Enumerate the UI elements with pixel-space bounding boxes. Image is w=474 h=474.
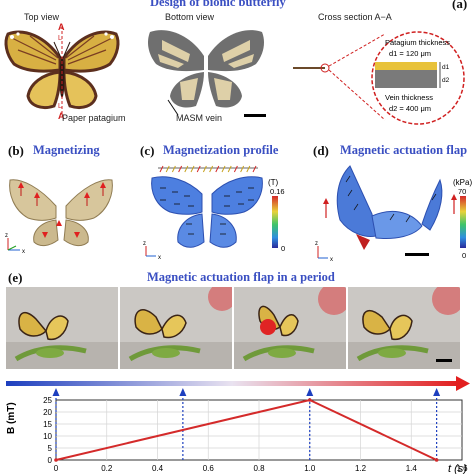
b-field-point (434, 458, 439, 462)
d-scale-max: 70 (458, 187, 466, 196)
panel-b-letter: (b) (8, 143, 24, 158)
magnetization-arrow (178, 165, 183, 173)
axis-triad-d: z x (315, 241, 333, 263)
y-tick-label: 5 (48, 444, 53, 453)
magnetization-arrow (209, 165, 214, 173)
y-tick-label: 0 (48, 456, 53, 465)
magnetization-arrow (240, 165, 245, 173)
x-tick-label: 1.2 (355, 464, 367, 473)
top-view-butterfly: A L L A (4, 22, 120, 120)
c-scale-max: 0.16 (270, 187, 285, 196)
frame-marker-triangle (433, 388, 441, 396)
magnetization-arrow (165, 165, 170, 173)
d2-tag: d2 (442, 77, 450, 84)
c-unit: (T) (268, 178, 279, 187)
bottom-view-label: Bottom view (165, 12, 215, 22)
panel-c-letter: (c) (140, 143, 155, 158)
flap-frame-1 (6, 287, 118, 369)
magnetizing-diagram: z x (5, 179, 113, 255)
magnetization-arrow (246, 165, 251, 173)
panel-d-title: Magnetic actuation flap (340, 143, 468, 157)
section-marker-l-bottom: L (58, 103, 62, 110)
magnetization-profile-map: (T) 0.16 0 z x (143, 165, 285, 261)
panel-c-title: Magnetization profile (163, 143, 279, 157)
b-field-point (307, 398, 312, 402)
actuation-flap-map: (kPa) 70 0 z x (315, 165, 472, 263)
magnetization-arrow (171, 165, 176, 173)
patagium-thickness-label: Patagium thickness (385, 38, 450, 47)
axis-triad-c: z x (143, 241, 161, 261)
svg-text:z: z (5, 233, 8, 239)
frame-marker-triangle (179, 388, 187, 396)
svg-text:z: z (315, 241, 318, 247)
svg-text:z: z (143, 241, 146, 247)
c-scale-min: 0 (281, 244, 285, 253)
y-tick-label: 15 (43, 420, 52, 429)
magnetization-arrow (227, 165, 232, 173)
magnetization-arrow (215, 165, 220, 173)
y-tick-label: 20 (43, 408, 52, 417)
x-tick-label: 0.6 (203, 464, 215, 473)
frame-marker-triangle (306, 388, 314, 396)
x-tick-label: 0 (54, 464, 59, 473)
magnetization-arrow (190, 165, 195, 173)
d-unit: (kPa) (453, 178, 472, 187)
magnetization-arrow (196, 165, 201, 173)
svg-text:x: x (22, 249, 25, 255)
x-tick-label: 1.6 (456, 464, 468, 473)
x-tick-label: 0.4 (152, 464, 164, 473)
butterfly-wings (4, 30, 120, 110)
panel-a-title: Design of bionic butterfly (150, 0, 286, 9)
cross-section-label: Cross section A−A (318, 12, 392, 22)
d2-value: d2 = 400 μm (389, 104, 431, 113)
b-field-point (54, 458, 58, 462)
y-tick-label: 10 (43, 432, 52, 441)
svg-text:x: x (158, 255, 161, 261)
d1-value: d1 = 120 μm (389, 49, 431, 58)
x-tick-label: 0.8 (253, 464, 265, 473)
vein-thickness-label: Vein thickness (385, 93, 433, 102)
time-arrow-head (456, 376, 470, 391)
paper-patagium-label: Paper patagium (62, 113, 126, 123)
time-arrow-bar (6, 381, 458, 386)
panel-e-title: Magnetic actuation flap in a period (147, 270, 335, 284)
top-view-label: Top view (24, 12, 60, 22)
magnetization-arrow (184, 165, 189, 173)
flap-frame-3 (234, 287, 346, 369)
chart-ylabel: B (mT) (6, 402, 17, 434)
section-marker-a-top: A (58, 22, 65, 32)
masm-vein-label: MASM vein (176, 113, 223, 123)
y-tick-label: 25 (43, 396, 52, 405)
x-tick-label: 1.4 (406, 464, 418, 473)
magnetization-arrow (202, 165, 207, 173)
d-scale-min: 0 (462, 251, 466, 260)
x-tick-label: 1.0 (304, 464, 316, 473)
cross-section-diagram: d1 d2 Patagium thickness d1 = 120 μm Vei… (293, 31, 465, 125)
panel-e-letter: (e) (8, 270, 23, 285)
panel-a-letter: (a) (452, 0, 468, 11)
bottom-view-vein (148, 30, 266, 117)
d1-tag: d1 (442, 64, 450, 71)
section-marker-l-top: L (58, 35, 62, 42)
flap-frame-4 (348, 287, 460, 369)
flap-frame-2 (120, 287, 232, 369)
svg-text:x: x (330, 257, 333, 263)
x-tick-label: 0.2 (101, 464, 113, 473)
magnetization-arrow (252, 165, 257, 173)
axis-triad-b: z x (5, 233, 25, 255)
magnetization-arrow (221, 165, 226, 173)
flap-period-chart: 0 5 10 15 20 25 0 0.2 0.4 0.6 0.8 1.0 1.2 1.4 1.6 B (m… (6, 376, 470, 474)
section-marker-a-bottom: A (58, 111, 65, 120)
chart-xlabel: t (s) (448, 463, 467, 474)
frame-marker-triangle (52, 388, 60, 396)
magnetization-arrow (159, 165, 164, 173)
panel-b-title: Magnetizing (33, 143, 100, 157)
magnetization-arrow (233, 165, 238, 173)
panel-d-letter: (d) (313, 143, 329, 158)
